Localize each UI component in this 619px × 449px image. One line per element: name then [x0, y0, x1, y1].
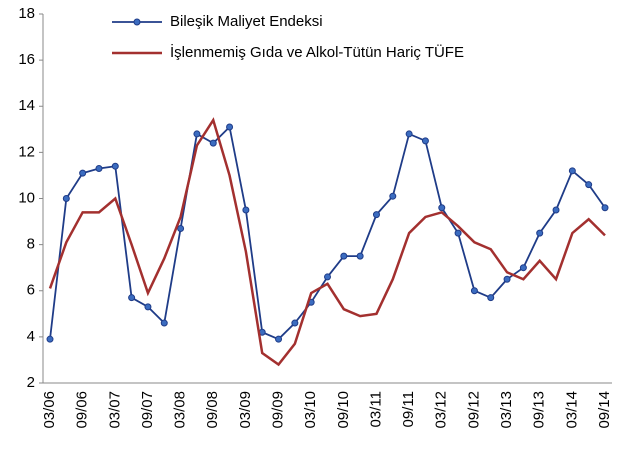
point: [291, 319, 299, 327]
point: [421, 137, 429, 145]
y-tick-label: 8: [27, 236, 35, 253]
point: [356, 252, 364, 260]
x-tick-label: 03/09: [237, 391, 254, 429]
legend-label: Bileşik Maliyet Endeksi: [170, 13, 323, 30]
point: [177, 224, 185, 232]
point: [389, 192, 397, 200]
x-tick-label: 03/08: [172, 391, 189, 429]
y-tick-label: 4: [27, 328, 35, 345]
point: [585, 181, 593, 189]
point: [160, 319, 168, 327]
x-tick-label: 03/10: [302, 391, 319, 429]
point: [340, 252, 348, 260]
y-tick-label: 18: [18, 5, 35, 22]
y-tick-label: 14: [18, 97, 35, 114]
point: [79, 169, 87, 177]
point: [144, 303, 152, 311]
y-tick-label: 16: [18, 51, 35, 68]
x-tick-label: 09/11: [400, 391, 417, 427]
point: [111, 162, 119, 170]
x-tick-label: 03/12: [433, 391, 450, 429]
point: [487, 294, 495, 302]
x-tick-label: 03/06: [41, 391, 58, 429]
x-tick-label: 03/13: [498, 391, 515, 429]
x-tick-label: 09/12: [465, 391, 482, 429]
point: [62, 195, 70, 202]
y-tick-label: 6: [27, 282, 35, 299]
x-tick-label: 03/07: [106, 391, 123, 429]
point: [242, 206, 250, 214]
legend-label: İşlenmemiş Gıda ve Alkol-Tütün Hariç TÜF…: [170, 43, 464, 61]
x-tick-label: 03/11: [367, 391, 384, 427]
x-tick-label: 09/06: [74, 391, 91, 429]
x-tick-label: 09/09: [269, 391, 286, 429]
point: [601, 204, 609, 212]
point: [372, 211, 380, 219]
point: [226, 123, 234, 131]
point: [454, 229, 462, 237]
point: [46, 335, 54, 343]
point: [568, 167, 576, 175]
point: [552, 206, 560, 214]
point: [128, 294, 136, 302]
series-line: [48, 117, 606, 367]
point: [438, 204, 446, 212]
x-tick-label: 09/13: [531, 391, 548, 429]
x-tick-label: 09/10: [335, 391, 352, 429]
point: [405, 130, 413, 138]
point: [275, 335, 283, 343]
x-tick-label: 09/07: [139, 391, 156, 429]
point: [503, 275, 511, 283]
point: [193, 130, 201, 138]
y-tick-label: 12: [18, 143, 35, 160]
point: [470, 287, 478, 295]
legend-marker: [133, 18, 141, 26]
y-tick-label: 2: [27, 374, 35, 391]
point: [95, 165, 103, 173]
series-line: [49, 125, 606, 341]
y-tick-label: 10: [18, 189, 35, 206]
point: [519, 264, 527, 272]
point: [324, 273, 331, 281]
x-tick-label: 09/08: [204, 391, 221, 429]
x-tick-label: 09/14: [596, 391, 613, 429]
point: [209, 139, 217, 147]
x-tick-label: 03/14: [563, 391, 580, 429]
point: [536, 229, 544, 237]
